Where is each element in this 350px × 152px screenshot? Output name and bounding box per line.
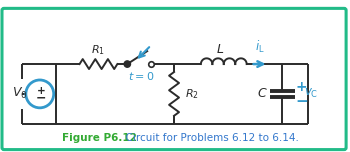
Text: −: − — [36, 91, 46, 104]
Text: $R_1$: $R_1$ — [91, 43, 105, 57]
Text: $v_{\rm C}$: $v_{\rm C}$ — [304, 87, 318, 100]
Text: $L$: $L$ — [216, 43, 224, 56]
Text: $R_2$: $R_2$ — [185, 87, 199, 101]
Text: Circuit for Problems 6.12 to 6.14.: Circuit for Problems 6.12 to 6.14. — [119, 133, 299, 143]
Text: Figure P6.12: Figure P6.12 — [62, 133, 136, 143]
FancyBboxPatch shape — [2, 8, 346, 150]
Text: $t=0$: $t=0$ — [128, 70, 154, 82]
Text: +: + — [36, 86, 45, 96]
Text: $C$: $C$ — [257, 87, 268, 100]
Text: $i_{\rm L}$: $i_{\rm L}$ — [255, 39, 265, 55]
Text: $V_0$: $V_0$ — [12, 86, 28, 101]
Text: −: − — [295, 94, 308, 109]
Text: +: + — [295, 80, 307, 94]
Circle shape — [124, 61, 131, 67]
